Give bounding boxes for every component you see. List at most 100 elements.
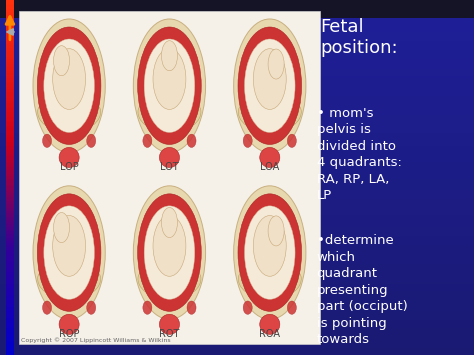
Bar [0, 66, 474, 67]
Bar [0, 327, 474, 328]
Bar [0, 316, 474, 318]
Bar [6, 4, 14, 5]
Bar [6, 218, 14, 220]
Bar [0, 87, 474, 89]
Text: LOA: LOA [260, 162, 279, 172]
Bar [0, 312, 474, 314]
Bar [6, 224, 14, 225]
Bar [6, 204, 14, 206]
Bar [0, 309, 474, 311]
Bar [0, 318, 474, 320]
Bar [0, 179, 474, 181]
Bar [6, 92, 14, 94]
Bar [0, 25, 474, 27]
Bar [0, 227, 474, 229]
Bar [6, 346, 14, 348]
Bar [0, 209, 474, 211]
Ellipse shape [253, 215, 286, 276]
Bar [0, 60, 474, 62]
Bar [6, 76, 14, 78]
Bar [6, 114, 14, 115]
Bar [6, 344, 14, 346]
Bar [0, 76, 474, 78]
Bar [6, 142, 14, 144]
Bar [0, 284, 474, 286]
Bar [0, 36, 474, 37]
Bar [0, 305, 474, 307]
Bar [0, 18, 474, 20]
Ellipse shape [53, 215, 86, 276]
Bar [6, 32, 14, 34]
Bar [6, 103, 14, 105]
Bar [6, 0, 14, 2]
Bar [0, 302, 474, 304]
Bar [6, 162, 14, 163]
Bar [6, 227, 14, 229]
Bar [0, 307, 474, 309]
Bar [6, 7, 14, 9]
Bar [0, 234, 474, 236]
Bar [6, 233, 14, 234]
Bar [0, 350, 474, 351]
Bar [0, 53, 474, 55]
Bar [6, 351, 14, 353]
Bar [0, 92, 474, 94]
Bar [6, 305, 14, 307]
Bar [6, 30, 14, 32]
Bar [0, 204, 474, 206]
Bar [6, 240, 14, 241]
Bar [6, 280, 14, 282]
Bar [0, 20, 474, 21]
Bar [6, 27, 14, 28]
Ellipse shape [87, 301, 96, 314]
Bar [0, 261, 474, 263]
Bar [0, 103, 474, 105]
Bar [0, 23, 474, 25]
Bar [6, 248, 14, 250]
Bar [6, 256, 14, 257]
Bar [6, 39, 14, 41]
Bar [0, 170, 474, 172]
Bar [6, 350, 14, 351]
Bar [0, 233, 474, 234]
Bar [0, 202, 474, 204]
Bar [0, 192, 474, 193]
Bar [0, 335, 474, 337]
Bar [6, 250, 14, 252]
Bar [0, 142, 474, 144]
Bar [0, 133, 474, 135]
Bar [0, 34, 474, 36]
Bar [0, 240, 474, 241]
Bar [6, 89, 14, 91]
Bar [0, 130, 474, 131]
Bar [6, 192, 14, 193]
Bar [6, 252, 14, 254]
Bar [6, 266, 14, 268]
Ellipse shape [287, 134, 296, 147]
Ellipse shape [268, 216, 284, 246]
Bar [19, 11, 320, 344]
Ellipse shape [43, 301, 52, 314]
Bar [0, 30, 474, 32]
Bar [6, 174, 14, 176]
Bar [6, 135, 14, 137]
Bar [6, 85, 14, 87]
Bar [0, 215, 474, 217]
Bar [6, 5, 14, 7]
Bar [0, 75, 474, 76]
Ellipse shape [44, 39, 94, 132]
Ellipse shape [33, 186, 105, 320]
Bar [6, 225, 14, 227]
Bar [6, 41, 14, 43]
Bar [0, 131, 474, 133]
Text: Fetal
position:: Fetal position: [320, 18, 398, 56]
Bar [6, 67, 14, 69]
Bar [0, 174, 474, 176]
Ellipse shape [181, 272, 201, 294]
Bar [0, 67, 474, 69]
Ellipse shape [59, 314, 79, 334]
Bar [6, 348, 14, 350]
Bar [0, 298, 474, 300]
Bar [0, 275, 474, 277]
Bar [6, 20, 14, 21]
